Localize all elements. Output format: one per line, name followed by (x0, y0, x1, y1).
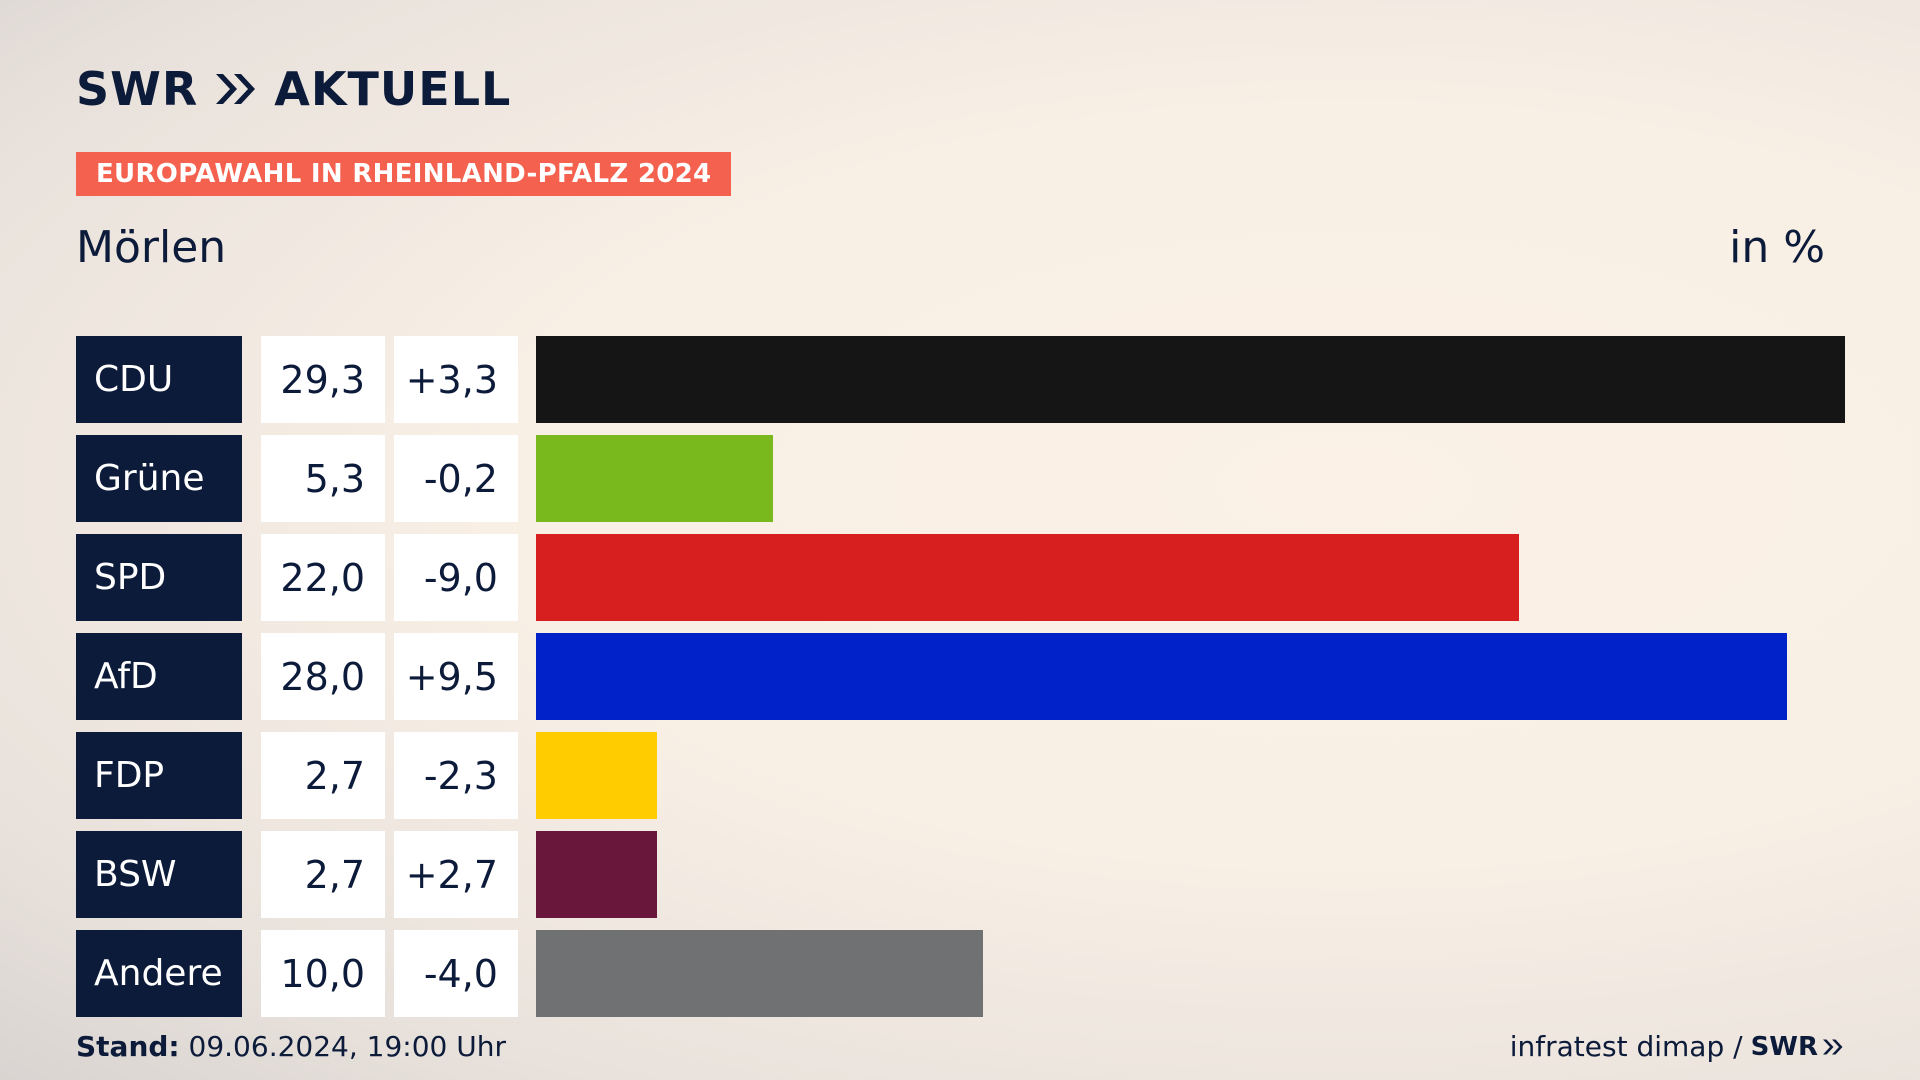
result-bar (536, 435, 773, 522)
value-label: 2,7 (261, 732, 385, 819)
result-bar (536, 336, 1845, 423)
result-bar (536, 633, 1787, 720)
party-row: AfD 28,0 +9,5 (76, 633, 1846, 720)
region-title: Mörlen (76, 222, 227, 273)
double-chevron-icon (1823, 1039, 1843, 1054)
diff-label: +3,3 (394, 336, 518, 423)
diff-label: -4,0 (394, 930, 518, 1017)
party-label: Andere (76, 930, 242, 1017)
diff-label: -2,3 (394, 732, 518, 819)
stand-value: 09.06.2024, 19:00 Uhr (188, 1030, 506, 1063)
party-row: Grüne 5,3 -0,2 (76, 435, 1846, 522)
value-label: 29,3 (261, 336, 385, 423)
party-label: AfD (76, 633, 242, 720)
value-label: 2,7 (261, 831, 385, 918)
party-label: FDP (76, 732, 242, 819)
value-label: 10,0 (261, 930, 385, 1017)
result-bar (536, 534, 1519, 621)
stand-label: Stand: (76, 1030, 180, 1063)
logo-aktuell-text: AKTUELL (274, 62, 512, 116)
logo-swr-text: SWR (76, 62, 199, 116)
diff-label: -0,2 (394, 435, 518, 522)
result-bar (536, 831, 657, 918)
result-bar (536, 930, 983, 1017)
stand-footer: Stand: 09.06.2024, 19:00 Uhr (76, 1030, 506, 1063)
double-chevron-icon (216, 74, 256, 104)
party-row: SPD 22,0 -9,0 (76, 534, 1846, 621)
election-tag: EUROPAWAHL IN RHEINLAND-PFALZ 2024 (76, 152, 732, 196)
party-row: CDU 29,3 +3,3 (76, 336, 1846, 423)
diff-label: -9,0 (394, 534, 518, 621)
swr-mini-logo-text: SWR (1750, 1031, 1818, 1062)
swr-mini-logo: SWR (1751, 1032, 1844, 1062)
party-row: BSW 2,7 +2,7 (76, 831, 1846, 918)
party-row: Andere 10,0 -4,0 (76, 930, 1846, 1017)
diff-label: +2,7 (394, 831, 518, 918)
diff-label: +9,5 (394, 633, 518, 720)
value-label: 5,3 (261, 435, 385, 522)
party-label: BSW (76, 831, 242, 918)
result-bar (536, 732, 657, 819)
party-label: SPD (76, 534, 242, 621)
party-row: FDP 2,7 -2,3 (76, 732, 1846, 819)
party-label: Grüne (76, 435, 242, 522)
value-label: 22,0 (261, 534, 385, 621)
value-label: 28,0 (261, 633, 385, 720)
party-label: CDU (76, 336, 242, 423)
source-text: infratest dimap / (1509, 1030, 1743, 1063)
unit-label: in % (1729, 222, 1825, 273)
swr-aktuell-logo: SWR AKTUELL (76, 66, 511, 112)
source-footer: infratest dimap / SWR (1510, 1030, 1844, 1063)
